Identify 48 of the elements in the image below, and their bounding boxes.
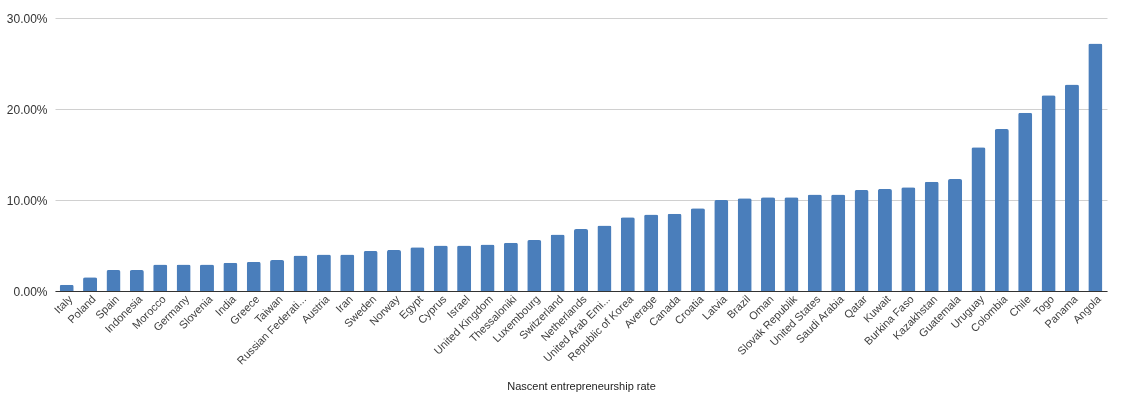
bar [924,181,939,291]
bar [433,245,448,291]
bar [573,229,589,291]
bar [994,129,1009,291]
bar [714,200,729,291]
bar [761,197,776,291]
bar [784,197,799,291]
bar [901,187,916,291]
bar [340,254,355,291]
bar [457,245,472,291]
bar [129,270,144,291]
bar [199,264,214,291]
y-tick-label: 20.00% [6,102,48,117]
bar [176,264,191,291]
bar [1018,112,1033,291]
bar [690,208,705,291]
bar [971,147,986,291]
bar [270,260,285,291]
y-tick-label: 30.00% [6,11,48,26]
bar [316,254,331,291]
bar [854,189,869,291]
bar [386,250,401,291]
bar [480,244,495,291]
bar [1088,43,1103,291]
bar [597,225,612,291]
bar [667,213,682,291]
bar [410,247,425,291]
bar [527,240,542,291]
bar [620,217,635,291]
bar [223,262,238,291]
bar [153,264,168,291]
bar [503,242,518,291]
bar [550,234,565,291]
bar [293,255,308,291]
y-tick-label: 0.00% [13,284,48,299]
bar [877,189,892,291]
bar [363,250,378,291]
x-axis-title: Nascent entrepreneurship rate [507,379,656,392]
bar [737,198,752,291]
y-tick-label: 10.00% [6,193,48,208]
bar [1064,84,1079,291]
bar [106,270,121,291]
bar [246,261,261,291]
bar [1041,95,1056,291]
bar [644,214,659,291]
bar [948,179,963,291]
bar [807,194,822,291]
bar [831,194,846,291]
